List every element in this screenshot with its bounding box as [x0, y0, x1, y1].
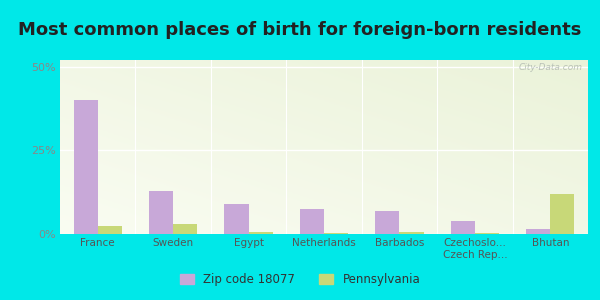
Bar	[324, 233, 348, 234]
Bar	[375, 211, 400, 234]
Bar	[550, 194, 574, 234]
Bar	[173, 224, 197, 234]
Bar	[300, 209, 324, 234]
Bar	[149, 190, 173, 234]
Bar	[74, 100, 98, 234]
Bar	[248, 232, 273, 234]
Bar	[451, 220, 475, 234]
Bar	[98, 226, 122, 234]
Bar	[526, 229, 550, 234]
Text: Most common places of birth for foreign-born residents: Most common places of birth for foreign-…	[19, 21, 581, 39]
Legend: Zip code 18077, Pennsylvania: Zip code 18077, Pennsylvania	[175, 269, 425, 291]
Bar	[400, 232, 424, 234]
Text: City-Data.com: City-Data.com	[519, 64, 583, 73]
Bar	[475, 233, 499, 234]
Bar	[224, 204, 248, 234]
